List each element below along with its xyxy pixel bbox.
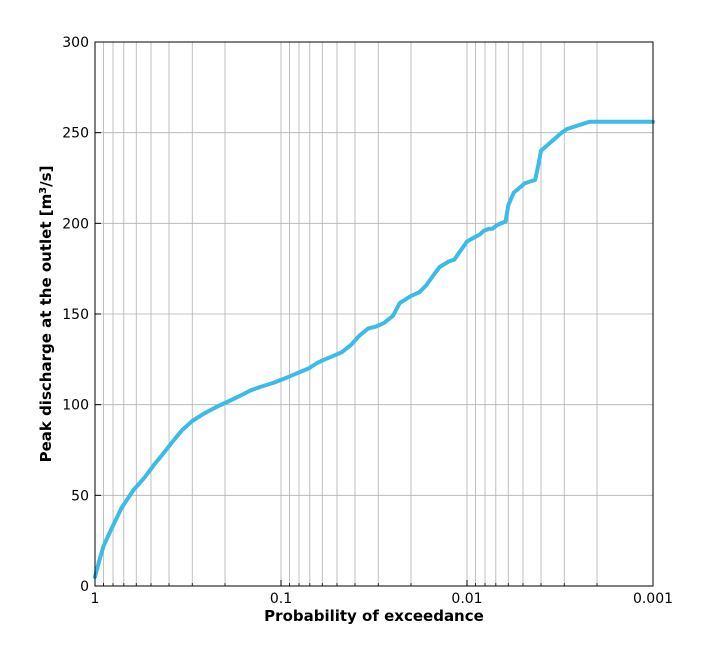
x-tick-label: 0.001 [633,591,673,607]
exceedance-curve [93,119,655,579]
y-axis-label-superscript: 3 [38,187,49,194]
y-axis-label-main: Peak discharge at the outlet [m [37,194,55,463]
y-tick-label: 0 [80,579,89,595]
minor-gridlines [103,42,598,586]
x-tick-label: 0.01 [451,591,482,607]
y-tick-label: 50 [71,488,89,504]
y-axis-label: Peak discharge at the outlet [m3/s] [37,166,55,463]
x-axis-ticks: 1 0.1 0.01 0.001 [91,580,673,607]
y-tick-label: 200 [62,216,89,232]
y-axis-label-suffix: /s] [37,166,55,187]
x-tick-label: 1 [91,591,100,607]
y-axis-ticks: 0 50 100 150 200 250 300 [62,35,101,595]
x-tick-label: 0.1 [270,591,292,607]
y-tick-label: 100 [62,398,89,414]
x-axis-label: Probability of exceedance [264,607,484,625]
y-tick-label: 150 [62,307,89,323]
y-tick-label: 250 [62,126,89,142]
y-tick-label: 300 [62,35,89,51]
